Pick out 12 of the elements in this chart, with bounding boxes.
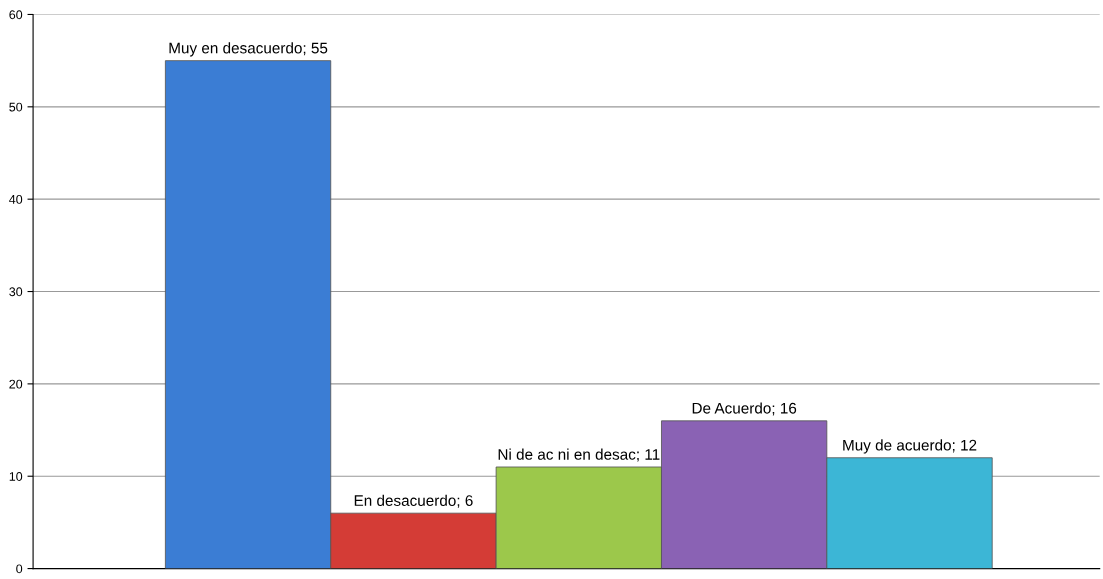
data-label: De Acuerdo; 16 bbox=[692, 402, 797, 416]
y-tick-label: 40 bbox=[9, 194, 23, 204]
y-tick-label: 50 bbox=[9, 102, 23, 112]
data-label: Muy de acuerdo; 12 bbox=[843, 439, 977, 454]
y-tick-label: 60 bbox=[9, 10, 23, 20]
y-tick-label: 0 bbox=[16, 564, 23, 574]
y-tick-label: 30 bbox=[9, 287, 23, 297]
data-label: En desacuerdo; 6 bbox=[354, 494, 473, 508]
y-tick-label: 10 bbox=[9, 472, 23, 481]
data-label: Ni de ac ni en desac; 11 bbox=[498, 448, 660, 462]
y-tick-label: 20 bbox=[9, 379, 23, 389]
data-label: Muy en desacuerdo; 55 bbox=[169, 42, 328, 57]
